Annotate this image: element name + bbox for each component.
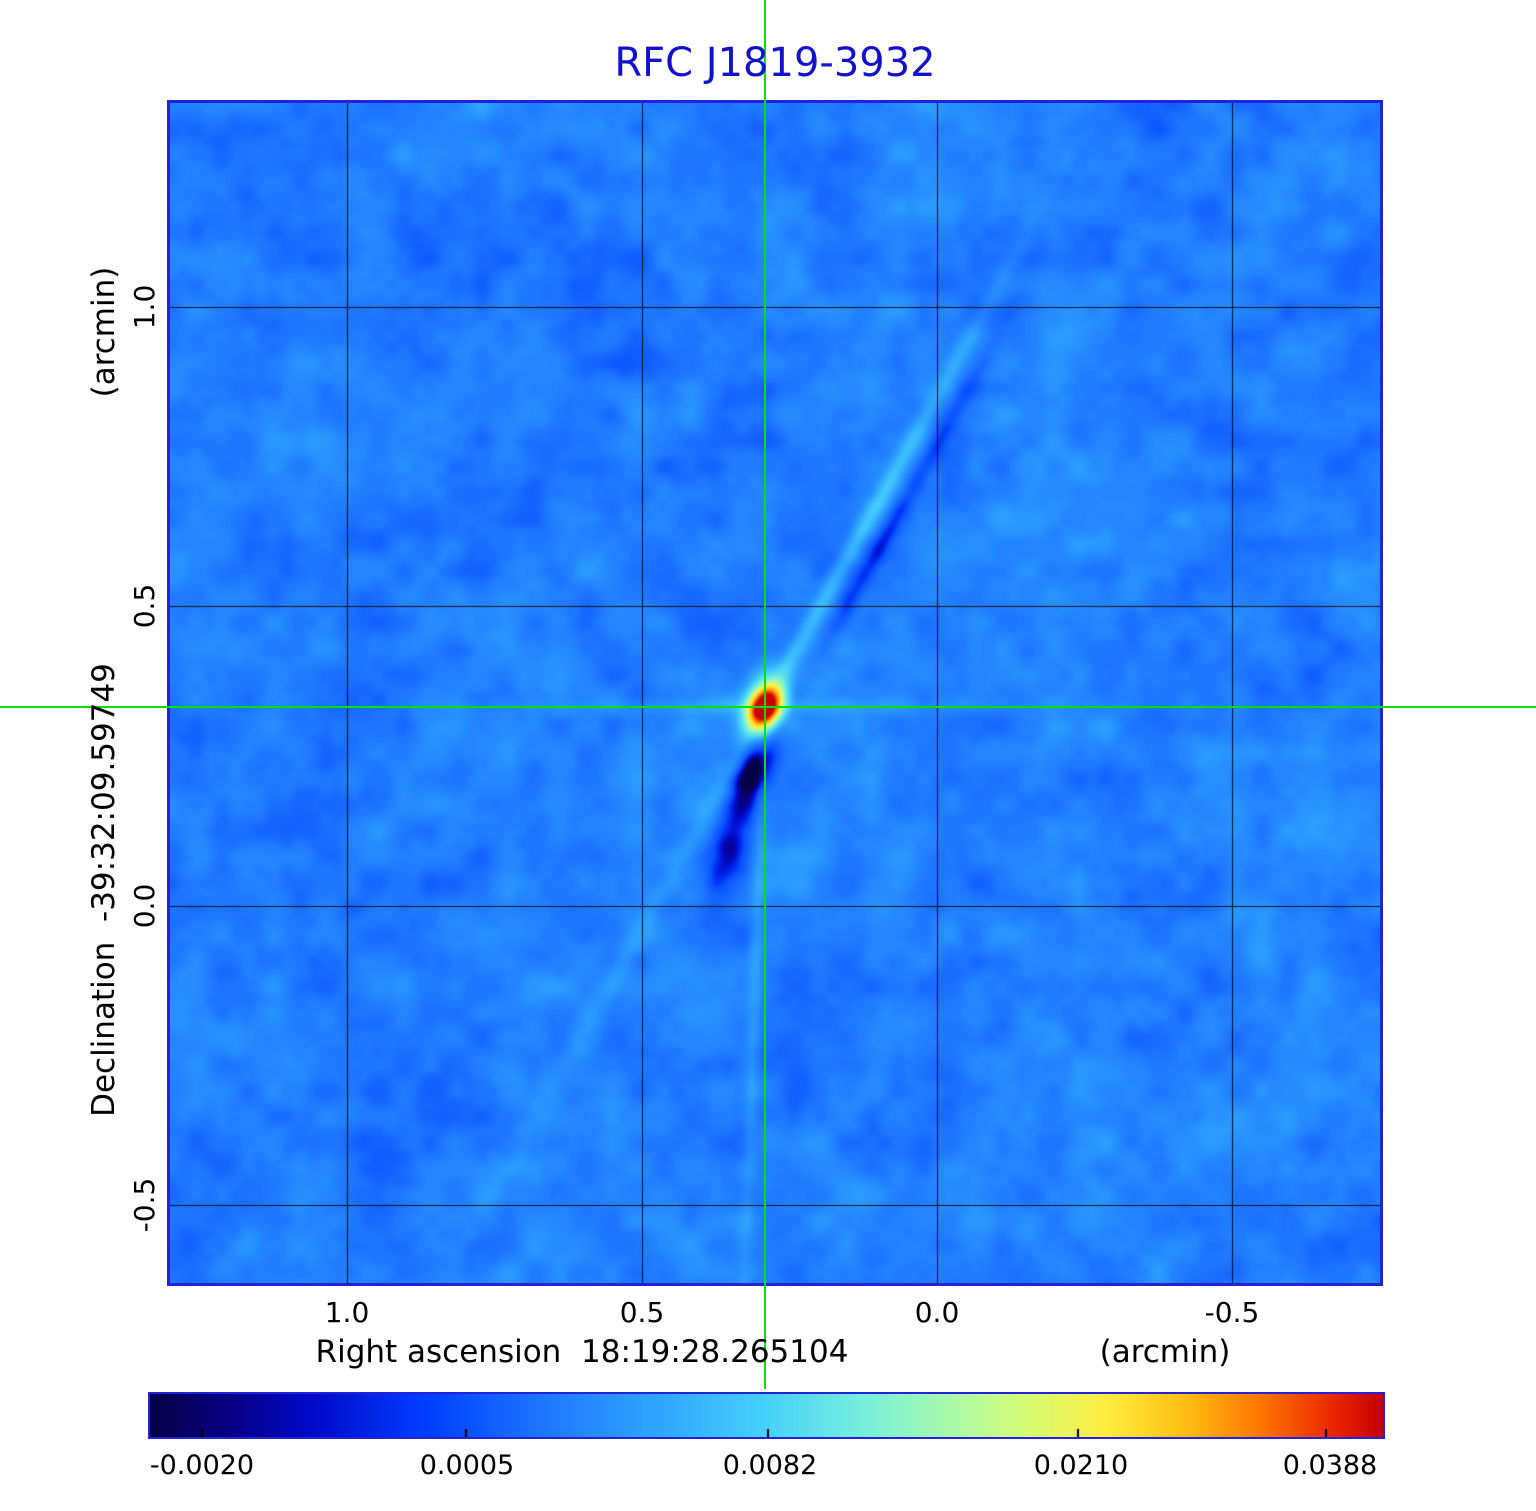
colorbar-tick-label-5: 0.0388 <box>1282 1450 1378 1481</box>
page-title: RFC J1819-3932 <box>614 40 936 86</box>
crosshair-vertical-line <box>764 0 766 1389</box>
radio-map-heatmap <box>170 103 1380 1283</box>
crosshair-horizontal-line <box>0 706 1536 708</box>
x-axis-unit: (arcmin) <box>1099 1334 1231 1370</box>
x-tick-label-1.0: 1.0 <box>324 1296 370 1329</box>
y-tick-label--0.5: -0.5 <box>128 1177 161 1233</box>
colorbar-tick-label-4: 0.0210 <box>1033 1450 1129 1481</box>
colorbar-tick-label-3: 0.0082 <box>722 1450 818 1481</box>
y-axis-label: Declination -39:32:09.59749 <box>86 663 122 1117</box>
y-axis-unit: (arcmin) <box>86 266 122 398</box>
y-tick-label-0.0: 0.0 <box>128 883 161 929</box>
x-axis-label: Right ascension 18:19:28.265104 <box>315 1334 849 1370</box>
y-tick-label-1.0: 1.0 <box>128 284 161 330</box>
x-tick-label-0.5: 0.5 <box>619 1296 665 1329</box>
y-tick-label-0.5: 0.5 <box>128 583 161 629</box>
x-tick-label--0.5: -0.5 <box>1204 1296 1260 1329</box>
colorbar-frame <box>148 1392 1385 1439</box>
colorbar-tick-label-1: -0.0020 <box>149 1450 255 1481</box>
colorbar-gradient <box>150 1394 1383 1437</box>
colorbar-tick-label-2: 0.0005 <box>419 1450 515 1481</box>
x-tick-label-0.0: 0.0 <box>914 1296 960 1329</box>
plot-frame <box>167 100 1383 1286</box>
